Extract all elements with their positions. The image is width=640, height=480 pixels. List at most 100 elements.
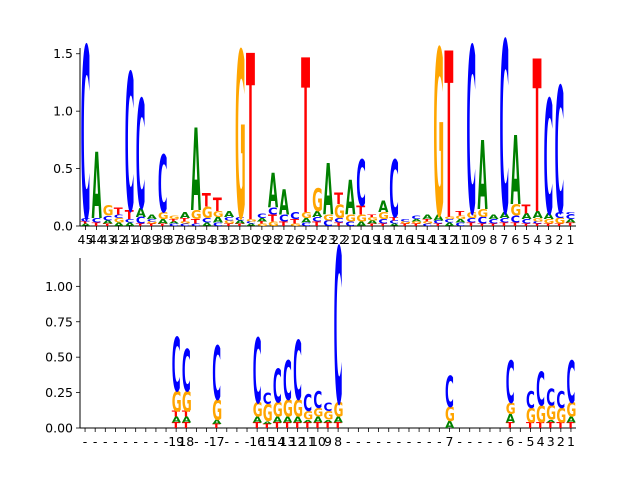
y-tick-label: 1.0	[53, 104, 73, 119]
logo-letter-T: T	[522, 223, 532, 227]
logo-letter-A: A	[334, 416, 344, 424]
logo-letter-C: C	[301, 222, 311, 227]
logo-letter-G: G	[536, 402, 546, 428]
logo-letter-A: A	[293, 416, 303, 424]
logo-letter-T: T	[455, 210, 464, 217]
x-tick-label: -	[164, 434, 169, 449]
logo-letter-G: G	[103, 203, 114, 220]
logo-letter-A: A	[533, 209, 543, 221]
x-tick-label: 5	[526, 434, 534, 449]
x-tick-label: 14	[419, 232, 435, 247]
logo-letter-T: T	[356, 204, 365, 219]
x-tick-label: 17	[209, 434, 225, 449]
x-tick-label: 40	[133, 232, 149, 247]
x-tick-label: -	[83, 434, 88, 449]
x-tick-label: 7	[500, 232, 508, 247]
logo-letter-C: C	[566, 212, 576, 216]
logo-letter-A: A	[324, 419, 333, 423]
logo-letter-T: T	[290, 218, 299, 225]
logo-letter-C: C	[566, 214, 576, 221]
logo-letter-C: C	[257, 212, 267, 219]
logo-letter-G: G	[293, 397, 303, 423]
logo-letter-A: A	[235, 220, 246, 225]
x-tick-label: -	[113, 434, 118, 449]
logo-letter-T: T	[212, 423, 221, 430]
logo-letter-C: C	[273, 360, 282, 415]
logo-letter-C: C	[488, 218, 498, 225]
logo-letter-T: T	[180, 218, 189, 223]
logo-letter-C: C	[136, 215, 146, 227]
x-tick-label: 14	[269, 434, 285, 449]
logo-letter-C: C	[172, 324, 181, 409]
logo-letter-G: G	[546, 401, 556, 424]
logo-letter-T: T	[433, 223, 443, 227]
logo-letter-G: G	[147, 221, 158, 225]
logo-letter-C: C	[506, 348, 515, 416]
logo-letter-T: T	[378, 223, 388, 227]
logo-letter-T: T	[182, 422, 190, 430]
x-tick-label: 9	[478, 232, 486, 247]
logo-letter-C: C	[500, 217, 510, 224]
logo-letter-C: C	[279, 212, 289, 224]
logo-letter-T: T	[411, 223, 421, 227]
logo-letter-C: C	[180, 223, 190, 227]
logo-letter-C: C	[526, 388, 535, 414]
x-tick-label: 42	[111, 232, 127, 247]
x-tick-label: 3	[544, 232, 552, 247]
logo-letter-C: C	[169, 223, 179, 227]
logo-letter-T: T	[136, 223, 146, 227]
y-tick-label: 0.25	[45, 385, 73, 400]
logo-letter-A: A	[268, 165, 278, 220]
x-tick-label: -	[427, 434, 432, 449]
x-tick-label: 8	[489, 232, 497, 247]
logo-letter-C: C	[546, 385, 555, 411]
logo-letter-T: T	[191, 218, 200, 225]
logo-letter-G: G	[422, 221, 433, 225]
x-tick-label: 28	[265, 232, 281, 247]
x-tick-label: -	[457, 434, 462, 449]
logo-letter-C: C	[345, 220, 355, 227]
logo-letter-A: A	[445, 419, 455, 431]
logo-letter-T: T	[511, 222, 520, 227]
logo-letter-A: A	[172, 416, 182, 424]
logo-letter-C: C	[511, 213, 521, 225]
logo-letter-A: A	[213, 215, 224, 224]
logo-letter-C: C	[324, 400, 333, 414]
logo-letter-T: T	[526, 422, 534, 430]
x-tick-label: -	[437, 434, 442, 449]
logo-letter-A: A	[411, 219, 422, 223]
y-tick-label: 0.5	[53, 161, 73, 176]
logo-letter-T: T	[202, 189, 211, 211]
logo-letter-T: T	[103, 223, 113, 227]
x-tick-label: -	[366, 434, 371, 449]
x-tick-label: -	[133, 434, 138, 449]
x-tick-label: -	[518, 434, 523, 449]
logo-letter-C: C	[500, 0, 510, 269]
logo-letter-T: T	[279, 220, 288, 227]
x-tick-label: 16	[397, 232, 413, 247]
logo-letter-T: T	[114, 205, 123, 217]
logo-letter-T: T	[263, 423, 272, 430]
logo-letter-G: G	[301, 211, 312, 220]
logo-letter-G: G	[283, 397, 293, 423]
logo-letter-G: G	[323, 213, 334, 222]
x-tick-label: 13	[280, 434, 296, 449]
x-tick-label: 3	[547, 434, 555, 449]
logo-letter-G: G	[172, 385, 182, 417]
logo-letter-T: T	[158, 223, 168, 227]
logo-letter-G: G	[533, 218, 544, 223]
logo-letter-T: T	[506, 422, 514, 430]
logo-letter-G: G	[433, 4, 444, 269]
logo-letter-A: A	[257, 218, 268, 223]
logo-letter-T: T	[422, 219, 432, 223]
x-tick-label: -	[417, 434, 422, 449]
logo-letter-G: G	[367, 216, 378, 221]
logo-letter-A: A	[301, 217, 311, 224]
logo-letter-C: C	[522, 218, 532, 225]
logo-letter-A: A	[253, 416, 263, 424]
logo-letter-G: G	[506, 400, 516, 418]
logo-letter-A: A	[544, 212, 555, 221]
x-tick-label: 26	[287, 232, 303, 247]
logo-letter-G: G	[169, 215, 180, 220]
